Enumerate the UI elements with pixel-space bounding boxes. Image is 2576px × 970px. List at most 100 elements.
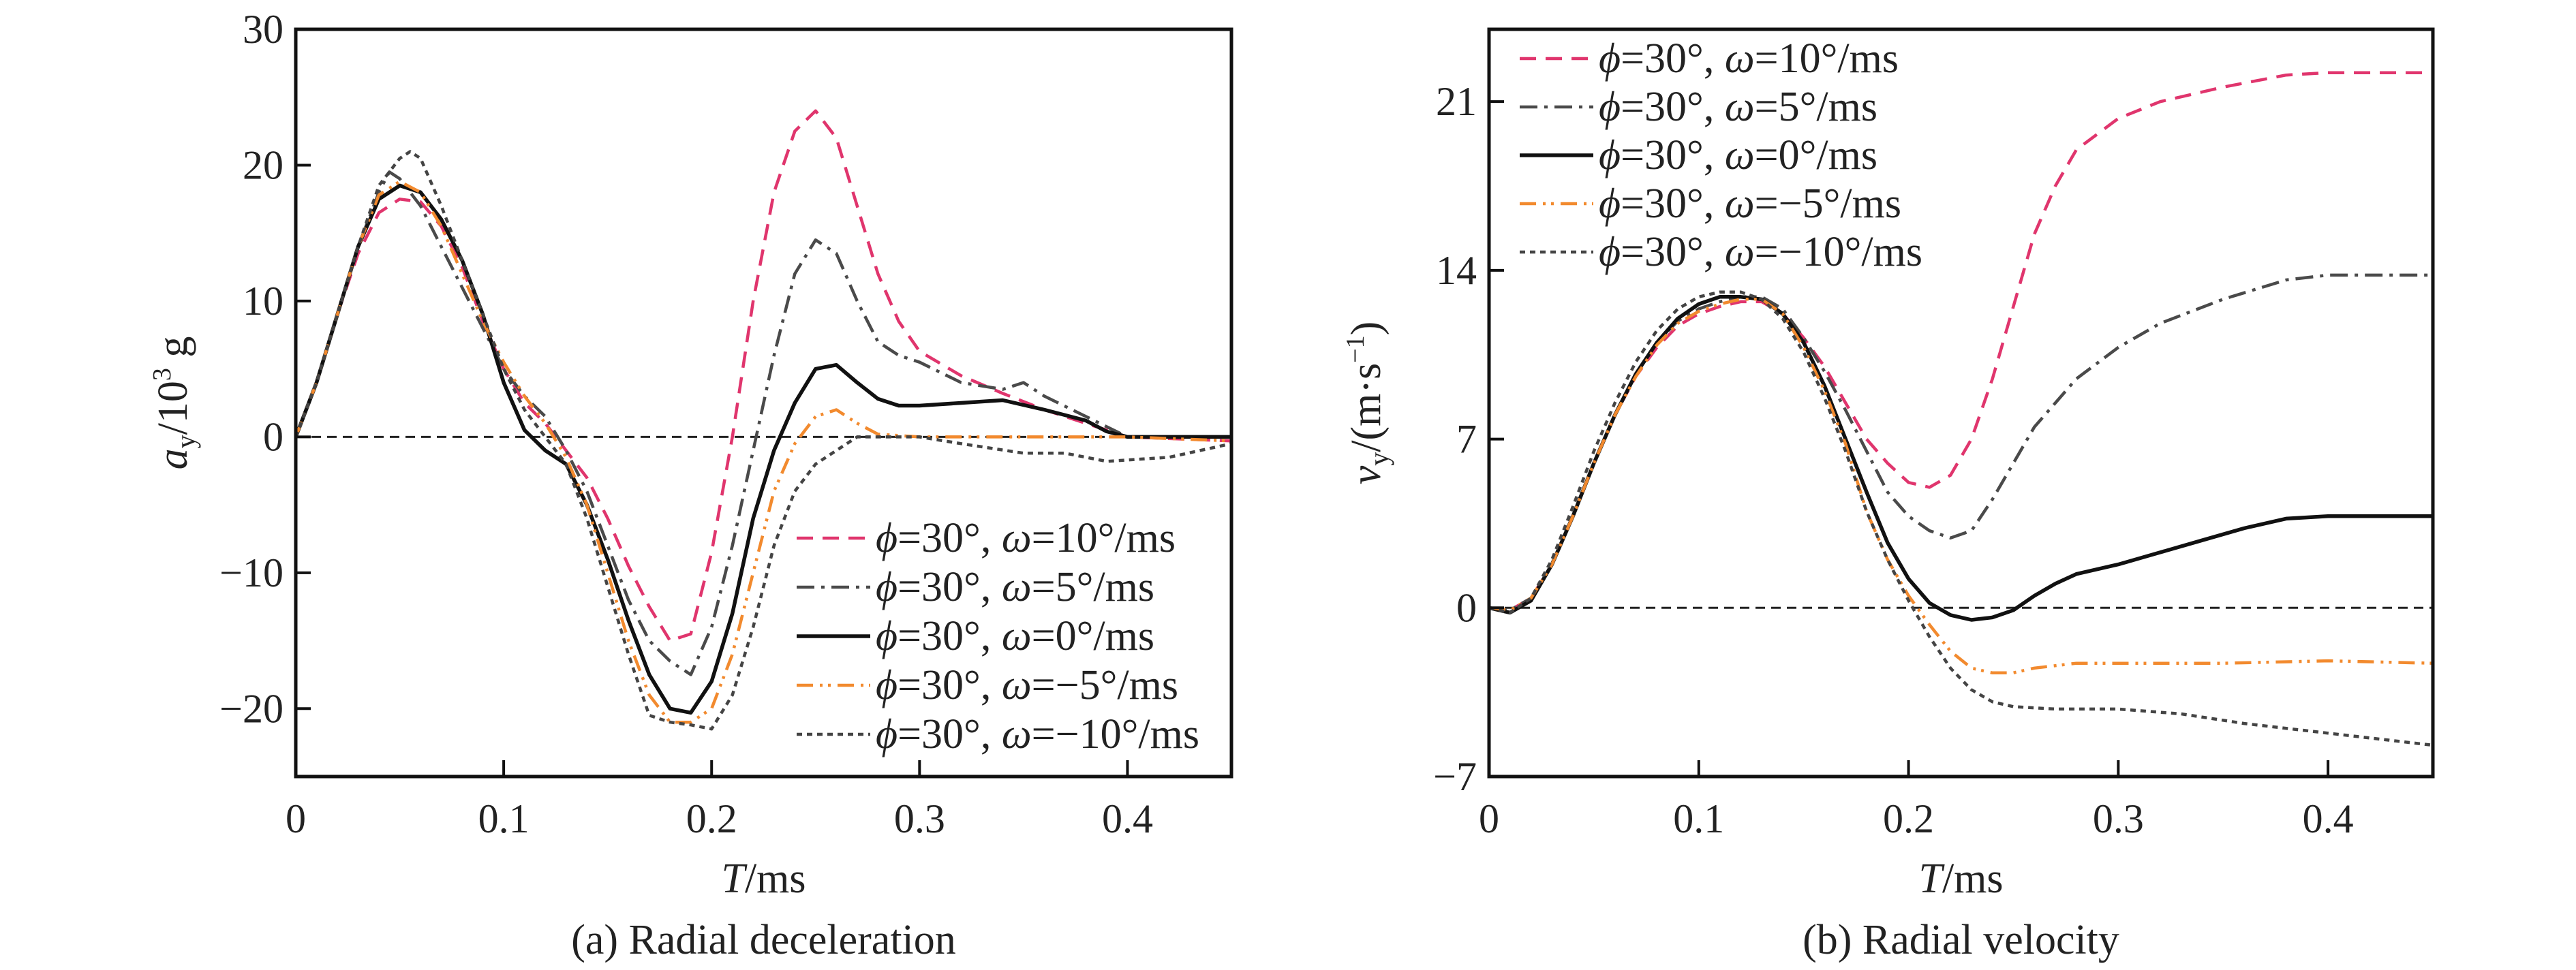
x-axis-label-unit: /ms (745, 856, 806, 902)
series-line (294, 180, 1232, 724)
legend-label: ϕ=30°, ω=−10°/ms (1599, 229, 1922, 275)
y-axis-label-sup: 3 (148, 368, 177, 381)
legend-item: ϕ=30°, ω=10°/ms (1520, 35, 1899, 82)
legend-phi-value: =30°, (898, 613, 1002, 659)
legend-omega: ω (1002, 613, 1032, 659)
legend-item: ϕ=30°, ω=5°/ms (797, 564, 1154, 610)
legend-omega: ω (1725, 35, 1755, 82)
legend-label: ϕ=30°, ω=10°/ms (1599, 35, 1899, 82)
legend-omega: ω (1725, 229, 1755, 275)
legend: ϕ=30°, ω=10°/msϕ=30°, ω=5°/msϕ=30°, ω=0°… (1520, 35, 1922, 275)
axes-frame (294, 27, 1233, 779)
y-tick-label: 20 (243, 142, 283, 187)
legend-omega: ω (1725, 132, 1755, 178)
legend-omega: ω (1725, 84, 1755, 130)
series-line (294, 109, 1232, 642)
series-line (1488, 273, 2433, 612)
y-axis-label-unit: /10 (150, 381, 196, 435)
y-tick-label: 30 (243, 7, 283, 52)
series-line (294, 150, 1232, 731)
legend-omega-value: =5°/ms (1032, 564, 1154, 610)
legend-omega-value: =10°/ms (1755, 35, 1899, 82)
x-tick-label: 0.2 (1883, 796, 1934, 841)
legend-phi: ϕ (1599, 132, 1621, 178)
legend-item: ϕ=30°, ω=10°/ms (797, 515, 1176, 561)
x-axis-label-var: T (721, 856, 748, 902)
legend-phi: ϕ (876, 662, 898, 708)
x-axis-label-var: T (1918, 856, 1945, 902)
y-tick-label: 0 (1456, 585, 1477, 630)
legend-item: ϕ=30°, ω=0°/ms (797, 613, 1154, 659)
y-tick-label: −20 (219, 686, 283, 731)
legend-omega: ω (1002, 662, 1032, 708)
x-tick-label: 0.1 (478, 796, 530, 841)
x-tick-label: 0.4 (2303, 796, 2354, 841)
legend-omega-value: =−10°/ms (1032, 711, 1199, 757)
legend-phi-value: =30°, (1621, 181, 1725, 227)
x-tick-label: 0.3 (2093, 796, 2144, 841)
y-tick-label: 21 (1436, 79, 1477, 124)
y-tick-label: −10 (219, 550, 283, 595)
legend-omega-value: =5°/ms (1755, 84, 1877, 130)
series-line (1488, 298, 2434, 675)
y-axis-label-tail: g (150, 337, 196, 369)
chart-radial-deceleration: 0 0.1 0.2 0.3 0.4 −20 −10 0 10 20 30 T/ms ay/103 g (a… (148, 7, 1233, 963)
x-tick-label: 0 (1479, 796, 1499, 841)
y-axis-label-var: a (150, 448, 196, 469)
series-line (1488, 71, 2433, 612)
legend-omega-value: =−5°/ms (1032, 662, 1178, 708)
legend: ϕ=30°, ω=10°/msϕ=30°, ω=5°/msϕ=30°, ω=0°… (797, 515, 1199, 757)
y-tick-label: 10 (243, 279, 283, 324)
legend-omega-value: =−10°/ms (1755, 229, 1922, 275)
axes-frame (1487, 27, 2435, 779)
legend-phi-value: =30°, (1621, 229, 1725, 275)
legend-label: ϕ=30°, ω=10°/ms (876, 515, 1176, 561)
y-axis-label-sub: y (170, 435, 201, 448)
y-axis-label-sub: y (1364, 452, 1394, 466)
legend-label: ϕ=30°, ω=−10°/ms (876, 711, 1199, 757)
x-axis-label: T/ms (1918, 856, 2003, 902)
x-tick-label: 0.1 (1673, 796, 1724, 841)
legend-item: ϕ=30°, ω=−10°/ms (797, 711, 1199, 757)
legend-phi: ϕ (1599, 35, 1621, 82)
legend-label: ϕ=30°, ω=0°/ms (876, 613, 1154, 659)
legend-item: ϕ=30°, ω=0°/ms (1520, 132, 1877, 178)
chart-caption: (b) Radial velocity (1803, 917, 2119, 963)
legend-phi-value: =30°, (898, 711, 1002, 757)
legend-phi: ϕ (1599, 229, 1621, 275)
legend-label: ϕ=30°, ω=5°/ms (1599, 84, 1877, 130)
x-tick-label: 0.2 (686, 796, 737, 841)
legend-phi-value: =30°, (1621, 35, 1725, 82)
legend-label: ϕ=30°, ω=−5°/ms (876, 662, 1178, 708)
legend-item: ϕ=30°, ω=−10°/ms (1520, 229, 1922, 275)
legend-phi: ϕ (876, 711, 898, 757)
x-axis-label-unit: /ms (1942, 856, 2004, 902)
legend-item: ϕ=30°, ω=−5°/ms (1520, 181, 1901, 227)
y-tick-label: 0 (263, 414, 283, 459)
x-axis-label: T/ms (721, 856, 806, 902)
legend-phi-value: =30°, (898, 564, 1002, 610)
legend-omega-value: =0°/ms (1032, 613, 1154, 659)
y-axis-label-unit: /(m·s (1343, 363, 1390, 452)
legend-omega: ω (1002, 564, 1032, 610)
legend-label: ϕ=30°, ω=0°/ms (1599, 132, 1877, 178)
legend-omega: ω (1002, 711, 1032, 757)
y-axis-label: ay/103 g (148, 337, 201, 470)
x-tick-label: 0.3 (894, 796, 945, 841)
y-tick-label: −7 (1433, 754, 1477, 799)
legend-omega: ω (1002, 515, 1032, 561)
x-tick-label: 0.4 (1102, 796, 1153, 841)
legend-item: ϕ=30°, ω=5°/ms (1520, 84, 1877, 130)
legend-phi-value: =30°, (1621, 84, 1725, 130)
series-line (1488, 290, 2434, 747)
legend-phi: ϕ (876, 564, 898, 610)
y-axis-label: vy/(m·s−1) (1341, 322, 1394, 485)
chart-caption: (a) Radial deceleration (571, 917, 956, 963)
legend-omega-value: =10°/ms (1032, 515, 1176, 561)
legend-phi-value: =30°, (1621, 132, 1725, 178)
legend-omega-value: =−5°/ms (1755, 181, 1901, 227)
legend-item: ϕ=30°, ω=−5°/ms (797, 662, 1178, 708)
legend-phi: ϕ (1599, 84, 1621, 130)
